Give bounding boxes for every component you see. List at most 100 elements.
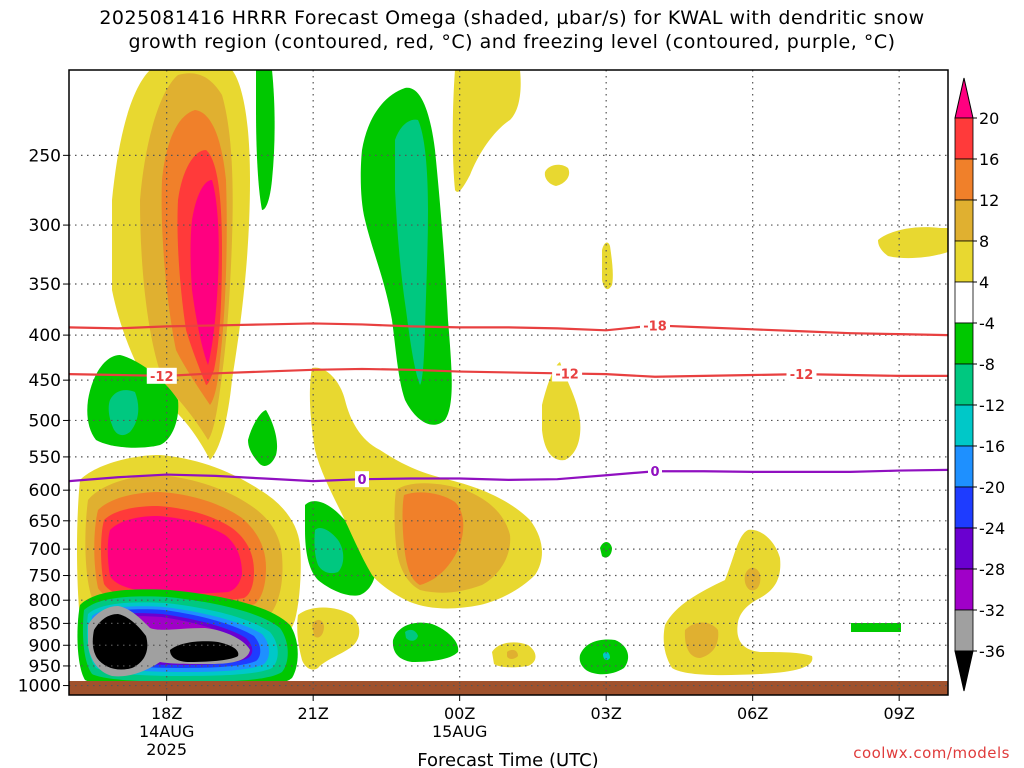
y-tick-label: 550 [29, 448, 61, 468]
colorbar-box [954, 281, 974, 324]
x-tick-sublabel: 2025 [146, 740, 187, 759]
contour-label: 0 [650, 465, 659, 480]
y-tick-label: 900 [29, 636, 61, 656]
y-tick-label: 650 [29, 512, 61, 532]
omega-region-surface-descent-36b [170, 641, 239, 662]
omega-region-ascent-05z-low [663, 529, 813, 676]
surface-ground-strip [69, 681, 948, 695]
omega-region-descent-03z-700 [600, 542, 612, 558]
x-tick-sublabel: 14AUG [139, 722, 194, 741]
contour-label: -12 [790, 368, 814, 383]
colorbar-arrow-top [954, 77, 974, 119]
omega-region-descent-03z-low-12 [603, 651, 610, 661]
colorbar-box [954, 158, 974, 201]
contour-label: 0 [357, 473, 366, 488]
omega-region-ascent-01z-low-8 [507, 649, 518, 659]
colorbar-label: 4 [979, 273, 989, 292]
plot-frame [68, 69, 949, 696]
y-tick-label: 850 [29, 614, 61, 634]
y-tick-label: 700 [29, 540, 61, 560]
colorbar-box [954, 199, 974, 242]
contour-label-bg [786, 366, 817, 383]
omega-region-lower-ascent-20 [107, 516, 242, 594]
omega-region-ascent-02z-top [544, 164, 570, 186]
colorbar-label: -24 [979, 519, 1005, 538]
title-line-2: growth region (contoured, red, °C) and f… [128, 31, 896, 53]
contour-line [69, 468, 948, 483]
omega-region-surface-descent-36a [92, 614, 148, 670]
omega-region-ascent-05z-low-8 [684, 622, 719, 658]
chart-contours: -18 -12 -12 -12 0 0 [69, 317, 948, 488]
contour-label: -18 [643, 319, 667, 334]
omega-region-descent-550 [248, 410, 278, 466]
colorbar-label: 12 [979, 191, 999, 210]
x-tick-label: 00Z [444, 704, 475, 723]
colorbar-label: 8 [979, 232, 989, 251]
colorbar-box [954, 609, 974, 652]
colorbar: 20 16 12 8 4 -4 -8 -12 -16 -20 -24 -28 -32 -36 [954, 77, 1005, 692]
y-tick-label: 800 [29, 591, 61, 611]
colorbar-box [954, 568, 974, 611]
y-tick-label: 300 [29, 216, 61, 236]
colorbar-box [954, 240, 974, 283]
colorbar-arrow-bottom [954, 650, 974, 692]
contour-label-bg [146, 367, 177, 384]
x-tick-label: 21Z [298, 704, 329, 723]
omega-region-upper-ascent-20 [190, 180, 219, 365]
colorbar-box [954, 486, 974, 529]
colorbar-label: -36 [979, 642, 1005, 661]
colorbar-label: -32 [979, 601, 1005, 620]
omega-region-ascent-02z [542, 362, 581, 461]
omega-region-descent-21z-low-8 [314, 528, 344, 574]
chart-title: 2025081416 HRRR Forecast Omega (shaded, … [0, 6, 1024, 54]
colorbar-label: -8 [979, 355, 995, 374]
omega-region-descent-21z [256, 70, 275, 210]
omega-region-descent-23z-low-8 [405, 629, 418, 641]
omega-region-descent-500-8 [108, 390, 139, 436]
y-tick-label: 400 [29, 326, 61, 346]
y-tick-label: 1000 [18, 677, 61, 697]
colorbar-box [954, 527, 974, 570]
contour-label-bg [552, 365, 583, 382]
colorbar-label: 16 [979, 150, 999, 169]
colorbar-box [954, 445, 974, 488]
contour-label-bg [355, 471, 369, 488]
x-tick-label: 03Z [591, 704, 622, 723]
y-tick-label: 950 [29, 657, 61, 677]
omega-region-ascent-upper-right [452, 70, 521, 192]
omega-region-ascent-21z-low-8 [312, 619, 324, 638]
y-tick-label: 750 [29, 567, 61, 587]
colorbar-label: -16 [979, 437, 1005, 456]
omega-shading: -18 -12 -12 -12 0 0 [69, 70, 948, 695]
colorbar-label: 20 [979, 109, 999, 128]
x-tick-label: 18Z [151, 704, 182, 723]
y-axis: 2503003504004505005506006507007508008509… [18, 146, 69, 697]
x-tick-sublabel: 15AUG [432, 722, 487, 741]
y-tick-label: 250 [29, 146, 61, 166]
omega-region-descent-08z-low [851, 623, 901, 632]
credit-text: coolwx.com/models [853, 744, 1010, 762]
contour-label-bg [648, 463, 662, 480]
colorbar-label: -20 [979, 478, 1005, 497]
y-tick-label: 500 [29, 411, 61, 431]
x-tick-label: 06Z [737, 704, 768, 723]
x-tick-label: 09Z [884, 704, 915, 723]
y-tick-label: 450 [29, 371, 61, 391]
omega-region-ascent-mid-12 [402, 492, 464, 585]
y-tick-label: 350 [29, 275, 61, 295]
colorbar-label: -4 [979, 314, 995, 333]
colorbar-label: -12 [979, 396, 1005, 415]
colorbar-box [954, 404, 974, 447]
title-line-1: 2025081416 HRRR Forecast Omega (shaded, … [99, 7, 925, 29]
contour-line [69, 322, 948, 337]
x-axis-label: Forecast Time (UTC) [417, 750, 598, 768]
omega-region-ascent-03z-top [602, 242, 613, 290]
colorbar-box [954, 363, 974, 406]
contour-label: -12 [555, 367, 579, 382]
contour-label: -12 [150, 370, 174, 385]
omega-region-descent-23z-low [392, 622, 459, 662]
omega-region-ascent-21z-low [297, 607, 360, 670]
chart-grid [69, 70, 948, 695]
